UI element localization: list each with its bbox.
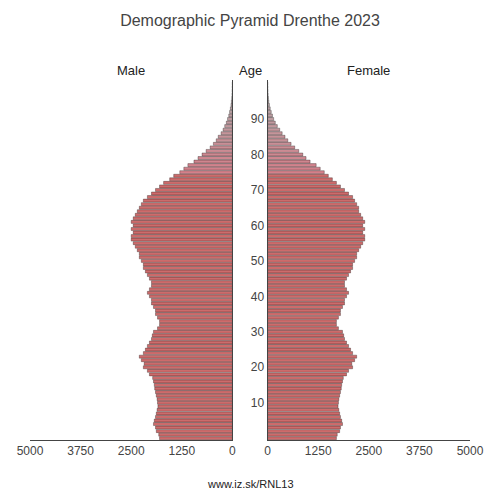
svg-text:0: 0 (229, 444, 236, 458)
svg-text:20: 20 (251, 360, 265, 374)
svg-text:Demographic Pyramid Drenthe 20: Demographic Pyramid Drenthe 2023 (120, 12, 380, 29)
svg-text:90: 90 (251, 112, 265, 126)
svg-text:30: 30 (251, 325, 265, 339)
svg-text:www.iz.sk/RNL13: www.iz.sk/RNL13 (207, 478, 294, 490)
svg-text:10: 10 (251, 396, 265, 410)
svg-text:5000: 5000 (457, 444, 484, 458)
svg-text:40: 40 (251, 290, 265, 304)
svg-text:1250: 1250 (168, 444, 195, 458)
svg-text:3750: 3750 (406, 444, 433, 458)
svg-text:2500: 2500 (355, 444, 382, 458)
svg-text:2500: 2500 (118, 444, 145, 458)
svg-text:0: 0 (264, 444, 271, 458)
svg-text:50: 50 (251, 254, 265, 268)
svg-text:80: 80 (251, 148, 265, 162)
svg-text:70: 70 (251, 183, 265, 197)
svg-text:Age: Age (239, 63, 262, 78)
svg-text:Female: Female (347, 63, 390, 78)
svg-text:1250: 1250 (305, 444, 332, 458)
svg-text:5000: 5000 (17, 444, 44, 458)
svg-text:3750: 3750 (67, 444, 94, 458)
svg-text:Male: Male (117, 63, 145, 78)
svg-text:60: 60 (251, 219, 265, 233)
